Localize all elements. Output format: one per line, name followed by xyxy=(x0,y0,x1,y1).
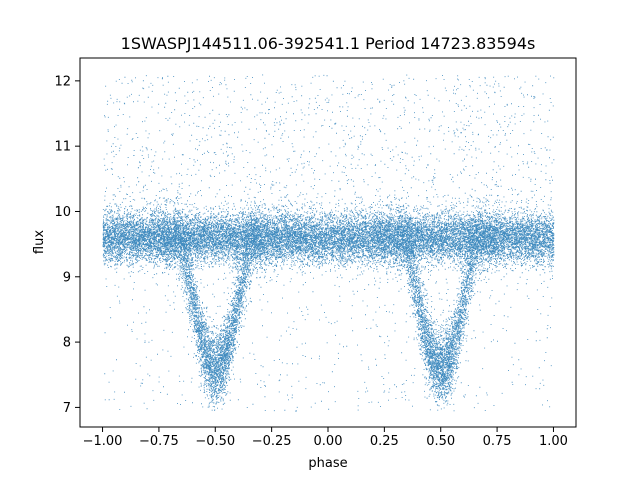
y-tick-label: 12 xyxy=(54,74,71,89)
scatter-points xyxy=(102,74,555,412)
x-tick-label: −0.25 xyxy=(252,434,292,449)
x-tick-label: −0.75 xyxy=(139,434,179,449)
y-tick-label: 10 xyxy=(54,205,71,220)
x-tick-label: 0.75 xyxy=(483,434,512,449)
x-axis-label: phase xyxy=(308,456,347,471)
x-tick-label: 1.00 xyxy=(539,434,568,449)
y-tick-label: 8 xyxy=(63,336,71,351)
x-tick-label: 0.50 xyxy=(426,434,455,449)
y-tick-label: 7 xyxy=(63,401,71,416)
y-axis: 7 8 9 10 11 12 xyxy=(54,74,80,416)
y-tick-label: 9 xyxy=(63,270,71,285)
y-tick-label: 11 xyxy=(54,140,71,155)
x-tick-label: −0.50 xyxy=(195,434,235,449)
x-tick-label: −1.00 xyxy=(83,434,123,449)
x-tick-label: 0.25 xyxy=(370,434,399,449)
x-tick-label: 0.00 xyxy=(314,434,343,449)
y-axis-label: flux xyxy=(32,230,47,254)
x-axis: −1.00 −0.75 −0.50 −0.25 0.00 0.25 0.50 0.75 1.00 xyxy=(83,427,568,449)
chart-title: 1SWASPJ144511.06-392541.1 Period 14723.8… xyxy=(121,34,536,53)
flux-data-points xyxy=(102,74,555,412)
